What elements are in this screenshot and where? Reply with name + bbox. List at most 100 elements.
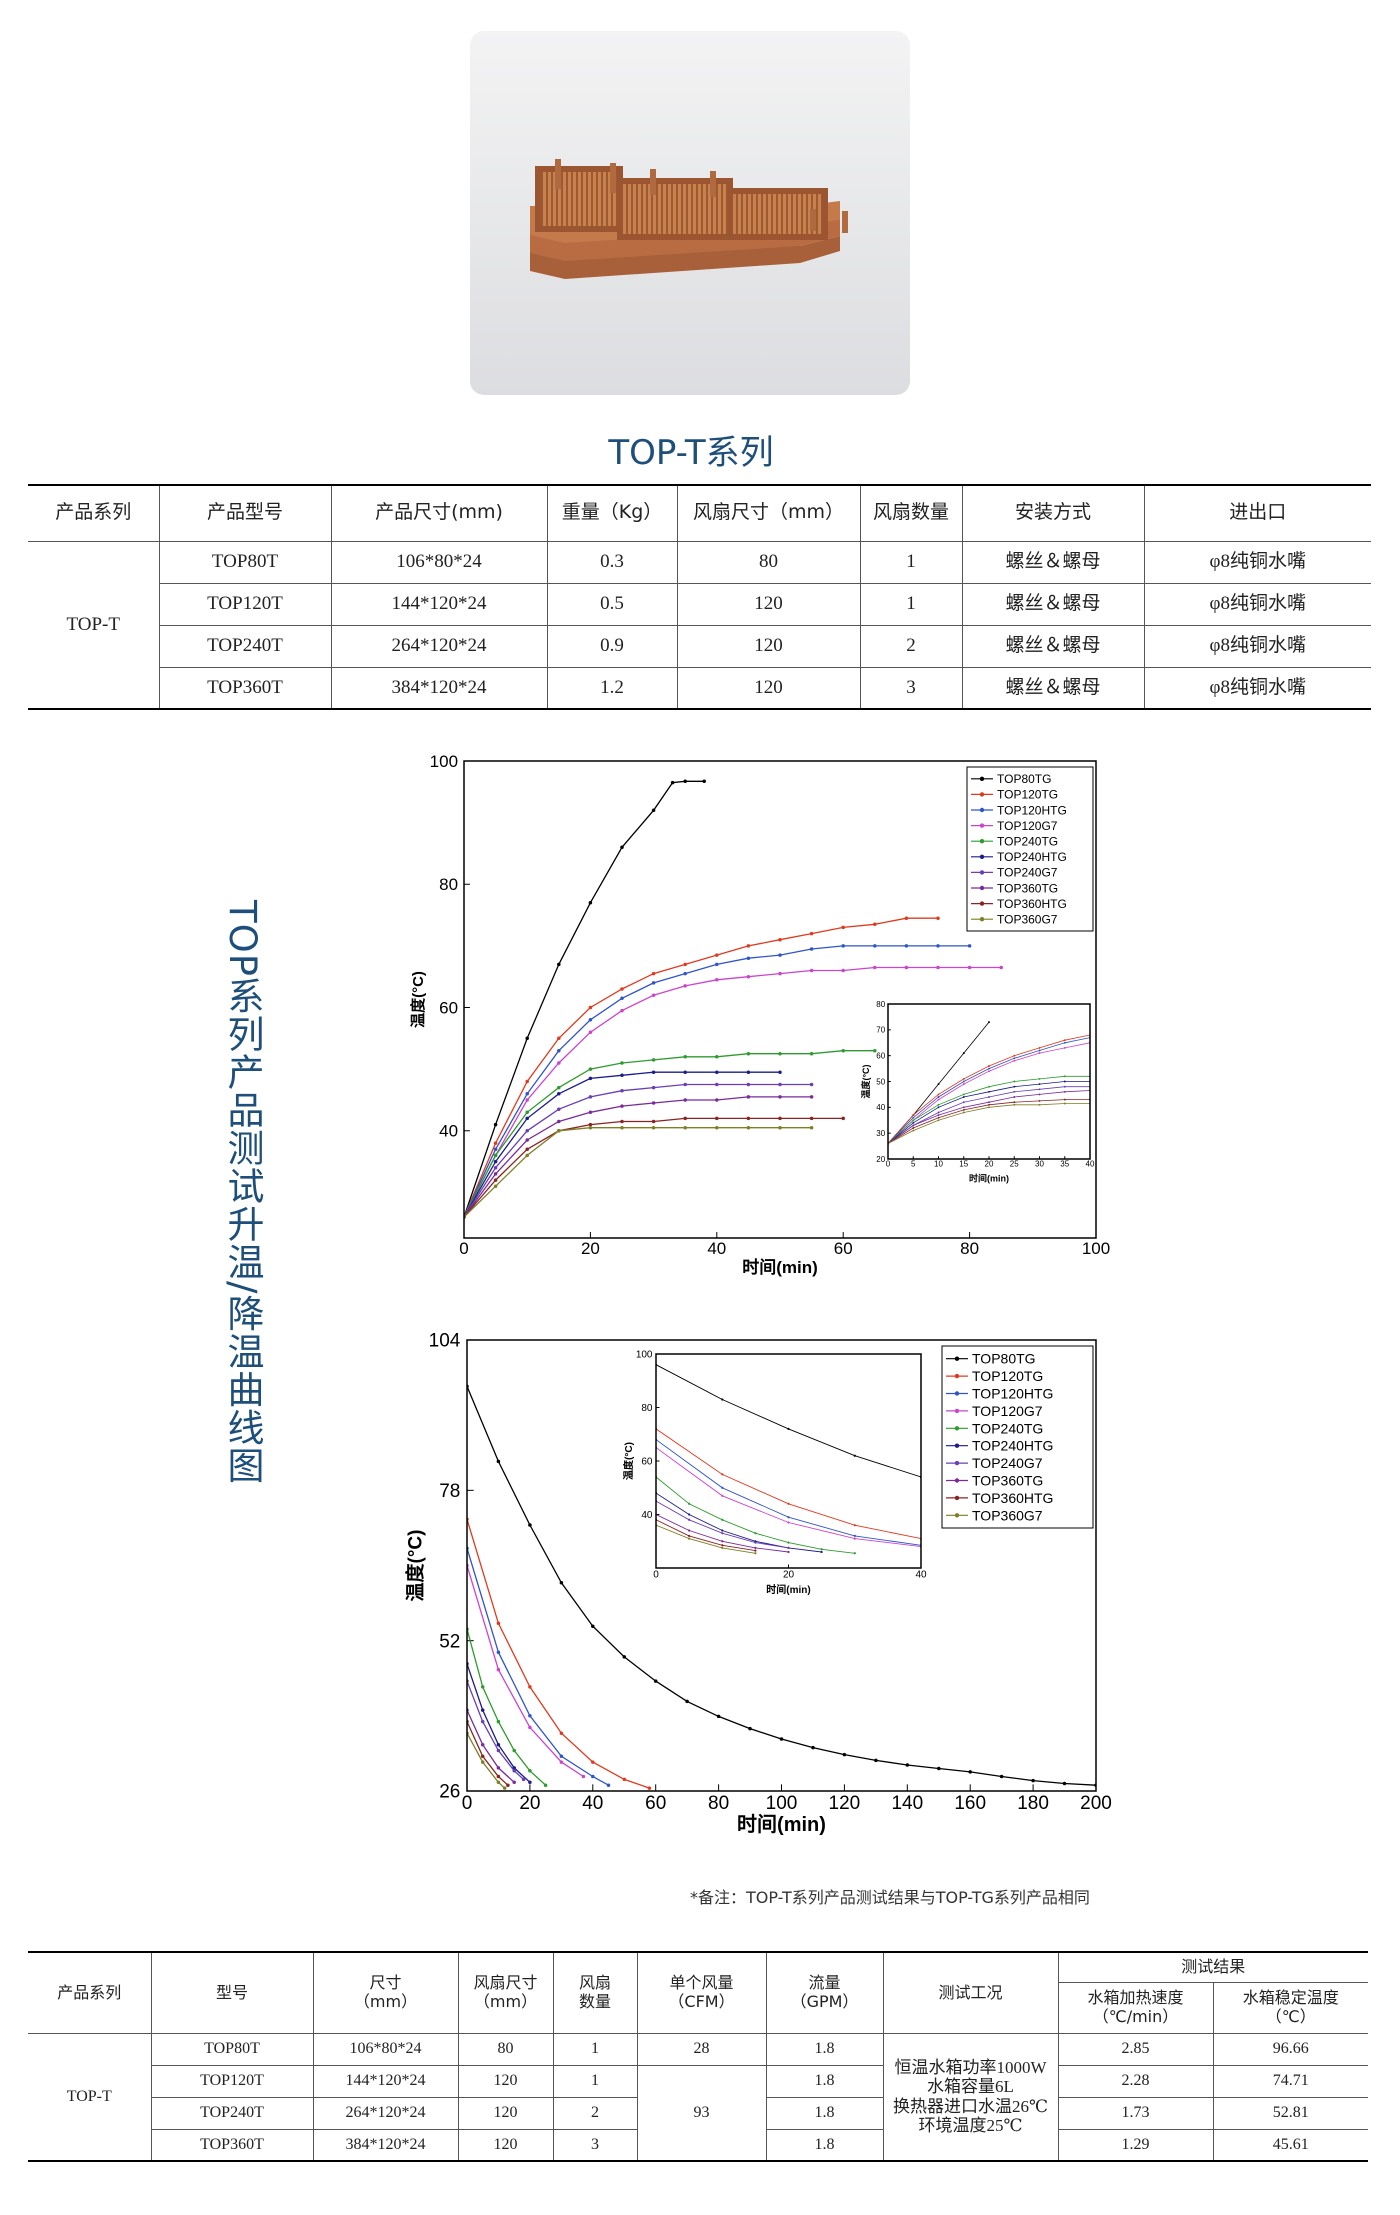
series-cell: TOP-T	[28, 2032, 152, 2162]
cell: 264*120*24	[312, 2096, 459, 2130]
row: TOP-T TOP80T 106*80*24 0.3 80 1 螺丝＆螺母 φ8纯铜水嘴	[28, 540, 1371, 710]
y-tick-label: 50	[876, 1077, 885, 1086]
cell: 1	[860, 540, 963, 584]
cell: 1.8	[765, 2128, 884, 2162]
legend-dot	[954, 1356, 960, 1361]
row: TOP360T 384*120*24 120 3 1.8 1.29 45.61	[28, 2128, 1369, 2162]
x-tick-label: 20	[985, 1160, 994, 1169]
cell: 80	[677, 540, 861, 584]
series-line	[464, 916, 940, 1219]
condition-cell: 恒温水箱功率1000W 水箱容量6L 换热器进口水温26℃ 环境温度25℃	[882, 2032, 1059, 2162]
x-tick-label: 80	[960, 1239, 979, 1258]
cell: 1	[860, 582, 963, 626]
series-line	[467, 1719, 510, 1787]
cell: 0.9	[547, 624, 678, 668]
legend-box	[941, 1345, 1094, 1529]
cell: 52.81	[1212, 2096, 1369, 2130]
cell: TOP80T	[159, 540, 332, 584]
cell: 120	[677, 624, 861, 668]
plot-frame	[466, 1339, 1097, 1792]
series-line	[888, 1080, 1090, 1145]
legend-label: TOP120TG	[997, 788, 1058, 802]
cell: 1.2	[547, 666, 678, 710]
series-line	[888, 1034, 1090, 1145]
header-cell: 尺寸 （mm）	[312, 1951, 459, 2034]
cell: 384*120*24	[331, 666, 548, 710]
x-tick-label: 60	[834, 1239, 853, 1258]
y-tick-label: 80	[439, 875, 458, 894]
cell: TOP80T	[150, 2032, 314, 2066]
x-axis-label: 时间(min)	[742, 1257, 818, 1277]
series-line	[656, 1475, 856, 1555]
legend-dot	[979, 792, 985, 797]
x-tick-label: 60	[645, 1793, 666, 1814]
header-cell: 产品系列	[28, 484, 160, 542]
y-tick-label: 70	[876, 1026, 885, 1035]
header-cell: 流量 （GPM）	[765, 1951, 884, 2034]
y-tick-label: 60	[439, 998, 458, 1017]
x-axis-label: 时间(min)	[737, 1813, 826, 1836]
cell: 3	[552, 2128, 638, 2162]
cell: TOP360T	[159, 666, 332, 710]
cell: 1	[552, 2064, 638, 2098]
cell: 1.29	[1057, 2128, 1214, 2162]
x-tick-label: 40	[707, 1239, 726, 1258]
product-photo	[470, 31, 910, 395]
x-tick-label: 0	[653, 1570, 659, 1581]
y-tick-label: 60	[641, 1457, 653, 1468]
cell: 80	[457, 2032, 554, 2066]
series-group	[464, 779, 1003, 1219]
legend-dot	[954, 1513, 960, 1518]
x-tick-label: 10	[934, 1160, 943, 1169]
cell: 螺丝＆螺母	[962, 582, 1145, 626]
series-line	[656, 1363, 921, 1479]
cell: 106*80*24	[312, 2032, 459, 2066]
legend-label: TOP120TG	[972, 1368, 1043, 1384]
y-tick-label: 78	[439, 1481, 460, 1502]
legend-label: TOP360HTG	[972, 1490, 1053, 1506]
legend-label: TOP120G7	[997, 819, 1058, 833]
x-tick-label: 20	[783, 1570, 795, 1581]
cell: 0.3	[547, 540, 678, 584]
y-tick-label: 26	[439, 1782, 460, 1803]
legend-box	[966, 766, 1094, 932]
header-cell: 测试工况	[882, 1951, 1059, 2034]
cell: 螺丝＆螺母	[962, 540, 1145, 584]
cell: 螺丝＆螺母	[962, 624, 1145, 668]
series-group	[888, 1021, 1090, 1145]
row: TOP240T 264*120*24 120 2 1.8 1.73 52.81	[28, 2096, 1369, 2130]
legend-label: TOP360TG	[972, 1473, 1043, 1489]
cell: 74.71	[1212, 2064, 1369, 2098]
series-cell: TOP-T	[28, 540, 160, 710]
series-line	[888, 1036, 1090, 1145]
legend-dot	[954, 1408, 960, 1414]
legend-label: TOP360HTG	[997, 897, 1067, 911]
series-line	[464, 1082, 814, 1219]
cell: 93	[636, 2064, 767, 2162]
y-tick-label: 104	[429, 1331, 461, 1352]
cell: 1.73	[1057, 2096, 1214, 2130]
cell: 2.85	[1057, 2032, 1214, 2066]
header-cell: 产品尺寸(mm)	[331, 484, 548, 542]
series-line	[656, 1438, 921, 1547]
series-line	[464, 965, 1003, 1219]
x-axis-label: 时间(min)	[766, 1583, 810, 1596]
header-cell: 风扇尺寸 （mm）	[457, 1951, 554, 2034]
legend-label: TOP120HTG	[972, 1386, 1053, 1402]
series-line	[464, 944, 972, 1219]
x-tick-label: 0	[462, 1793, 473, 1814]
series-line	[467, 1517, 652, 1790]
legend-label: TOP360G7	[997, 913, 1058, 927]
cell: φ8纯铜水嘴	[1144, 582, 1371, 626]
series-line	[467, 1731, 507, 1790]
cell: 120	[457, 2064, 554, 2098]
series-line	[464, 1125, 814, 1219]
header-cell: 风扇数量	[860, 484, 963, 542]
x-tick-label: 35	[1060, 1160, 1069, 1169]
legend-label: TOP120G7	[972, 1403, 1043, 1419]
series-line	[467, 1708, 516, 1785]
header-cell: 风扇尺寸（mm）	[677, 484, 861, 542]
x-tick-label: 30	[1035, 1160, 1044, 1169]
cell: φ8纯铜水嘴	[1144, 540, 1371, 584]
cell: 144*120*24	[331, 582, 548, 626]
